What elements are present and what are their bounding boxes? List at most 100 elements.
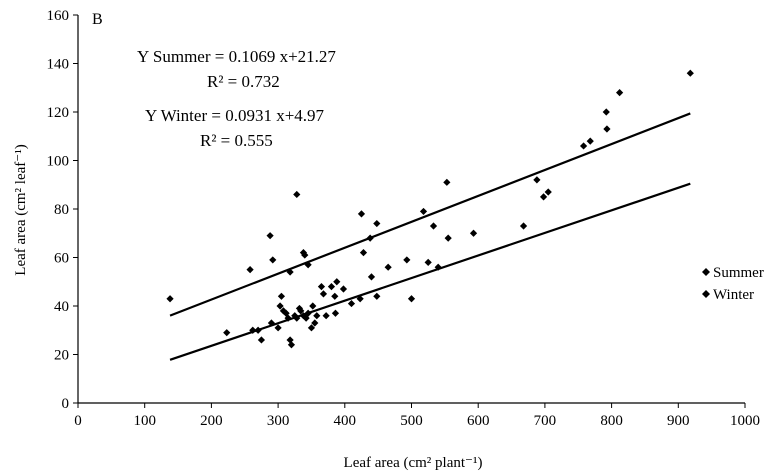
x-tick-label: 1000 [730,413,760,429]
data-point-winter [284,314,292,322]
x-tick-label: 400 [334,413,357,429]
fit-lines [169,112,691,361]
data-point-winter [384,263,392,271]
winter-r2: R² = 0.555 [200,131,273,150]
winter-equation: Y Winter = 0.0931 x+4.97 [145,106,325,125]
data-point-summer [304,261,312,269]
data-point-summer [616,89,624,97]
y-tick-label: 80 [54,202,69,218]
data-point-summer [602,108,610,116]
data-point-winter [319,290,328,298]
data-point-winter [313,312,321,320]
data-point-summer [429,222,438,230]
data-point-winter [223,329,231,337]
data-point-winter [434,263,442,271]
data-point-summer [603,125,611,133]
data-point-winter [333,278,341,286]
y-tick-label: 60 [54,251,69,267]
data-point-summer [544,188,552,196]
data-point-summer [519,222,528,230]
x-tick-label: 500 [400,413,423,429]
data-point-summer [293,190,301,199]
y-tick-label: 20 [54,348,69,364]
data-point-summer [166,295,174,303]
data-point-summer [419,207,428,216]
data-point-winter [322,312,330,320]
y-ticks: 0 20 40 60 80 100 120 140 160 [47,8,78,412]
data-point-winter [274,324,282,332]
data-point-winter [367,273,376,281]
data-point-winter [249,326,257,334]
y-tick-label: 160 [47,8,70,24]
data-point-winter [347,299,356,308]
fit-line-winter [169,182,691,361]
summer-r2: R² = 0.732 [207,72,280,91]
data-point-winter [356,295,364,303]
data-point-winter [317,283,326,291]
fit-line-summer [169,112,691,317]
data-point-winter [254,326,262,334]
data-point-winter [287,341,296,349]
data-point-winter [277,292,286,300]
axes: 0 100 200 300 400 500 600 700 800 900 1000 0 20 40 60… [47,8,761,429]
data-point-winter [276,302,284,310]
summer-equation: Y Summer = 0.1069 x+21.27 [137,47,336,66]
data-point-winter [424,258,432,266]
data-point-summer [533,176,541,184]
data-point-winter [311,319,319,327]
data-point-summer [686,69,694,77]
data-point-winter [295,304,304,313]
y-tick-label: 120 [47,105,70,121]
data-point-summer [266,232,274,240]
y-tick-label: 40 [54,299,69,315]
x-tick-label: 800 [600,413,623,429]
y-axis-title: Leaf area (cm² leaf⁻¹) [13,144,29,275]
data-point-winter [307,324,316,332]
x-ticks: 0 100 200 300 400 500 600 700 800 900 1000 [74,403,760,429]
data-point-summer [366,234,374,242]
x-tick-label: 200 [200,413,223,429]
data-point-summer [269,256,277,264]
legend: Summer Winter [702,265,764,303]
y-tick-label: 140 [47,57,70,73]
data-point-summer [357,210,366,218]
data-point-winter [297,307,305,315]
data-point-summer [359,249,368,257]
data-point-summer [586,137,594,145]
data-point-winter [403,256,411,264]
legend-marker-winter [702,290,710,298]
data-point-winter [286,336,294,344]
x-tick-label: 700 [534,413,557,429]
x-tick-label: 100 [133,413,156,429]
data-point-summer [443,178,451,186]
data-point-winter [267,319,276,327]
data-point-winter [309,302,317,310]
data-point-winter [407,295,416,303]
x-axis-title: Leaf area (cm² plant⁻¹) [344,455,483,471]
data-point-winter [279,307,288,315]
x-tick-label: 0 [74,413,82,429]
x-tick-label: 300 [267,413,290,429]
data-point-summer [579,142,588,150]
data-points [166,69,694,349]
panel-label: B [92,11,103,28]
data-point-winter [373,292,381,300]
data-point-summer [301,251,309,259]
data-point-summer [539,193,548,201]
data-point-winter [257,336,266,344]
data-point-summer [373,219,381,228]
data-point-winter [339,285,348,293]
data-point-winter [291,312,299,320]
data-point-summer [469,229,478,237]
data-point-winter [327,283,336,291]
data-point-winter [293,314,301,322]
legend-marker-summer [702,268,710,276]
legend-label-winter: Winter [713,287,754,303]
data-point-summer [444,234,452,242]
x-tick-label: 900 [667,413,690,429]
data-point-summer [246,266,254,274]
data-point-summer [286,268,294,276]
y-tick-label: 100 [47,154,70,170]
legend-label-summer: Summer [713,265,764,281]
